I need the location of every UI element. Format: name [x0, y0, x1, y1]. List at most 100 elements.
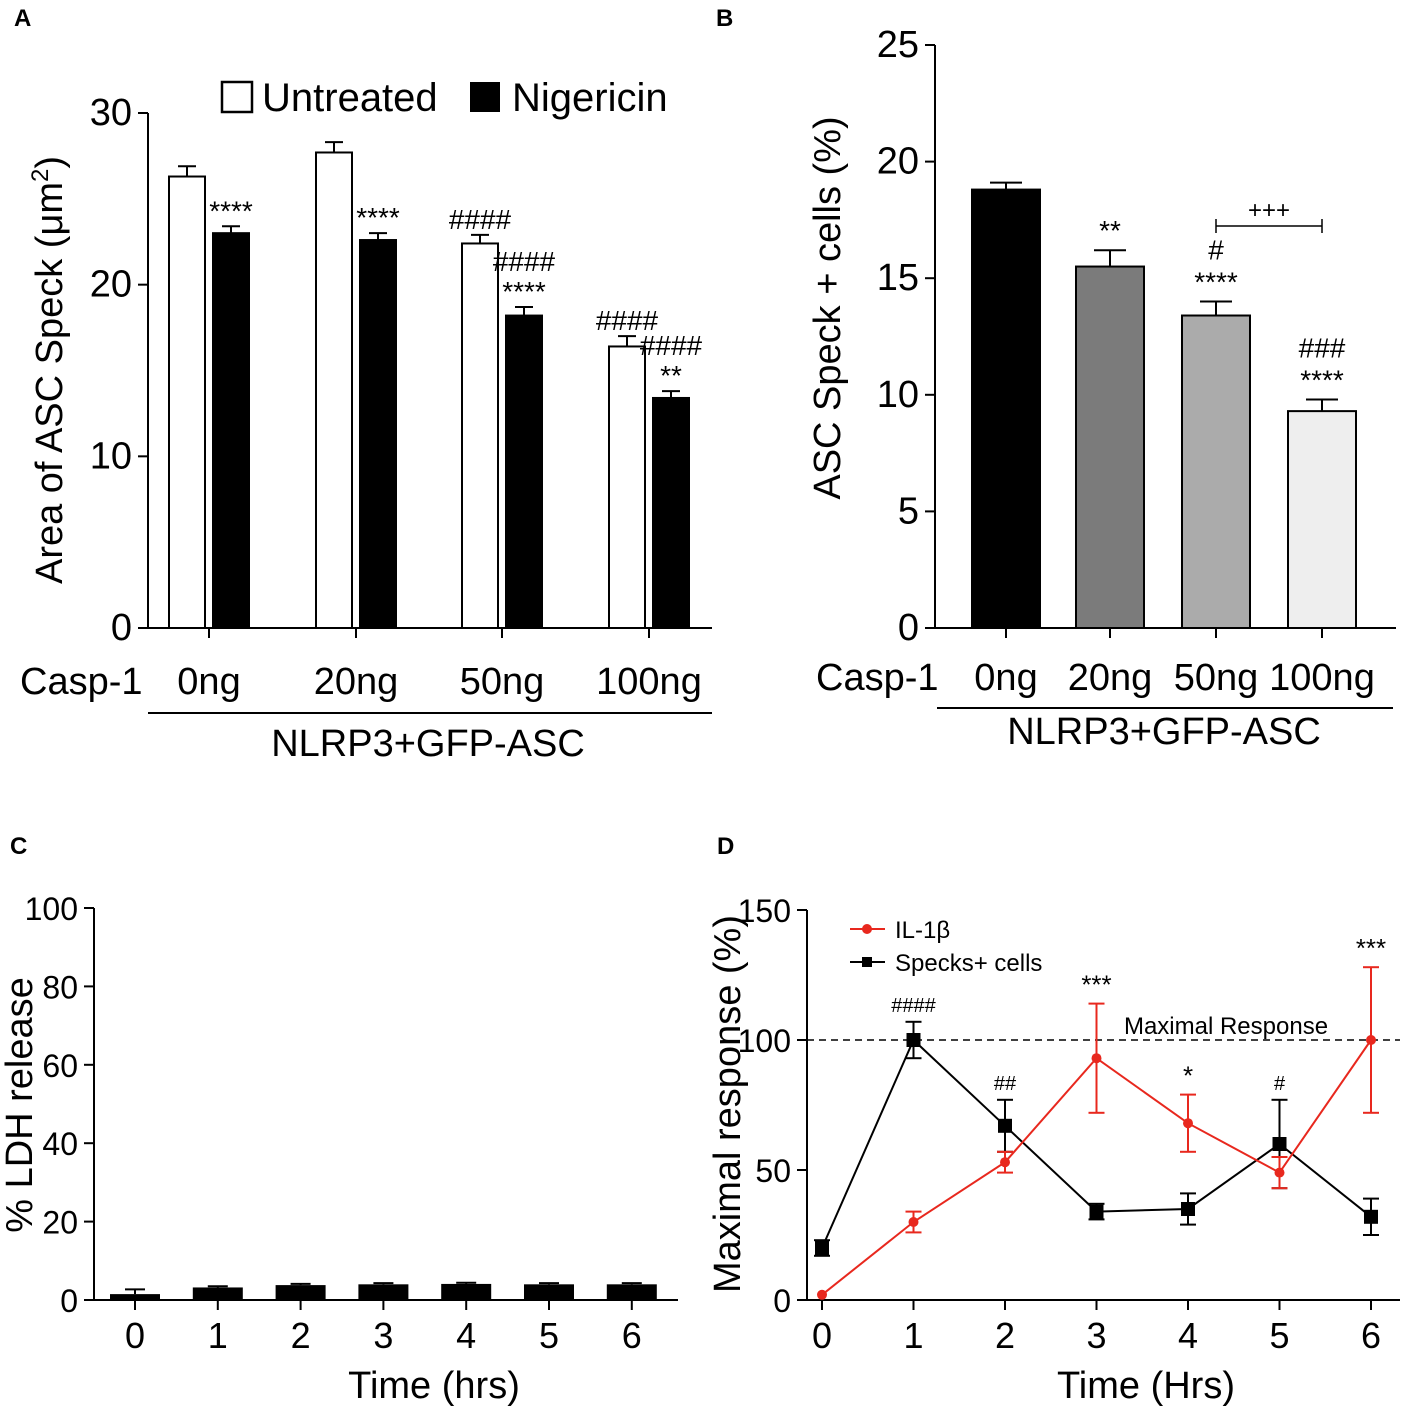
panel-d-point-specks — [906, 1033, 921, 1047]
panel-b-x-tick-label: 20ng — [1068, 657, 1153, 699]
panel-b-y-tick-label: 10 — [877, 374, 919, 416]
panel-a-ylabel-sup: 2 — [27, 169, 54, 182]
legend-marker-il1b — [862, 924, 872, 934]
panel-b-y-tick-label: 0 — [898, 607, 919, 649]
panel-d-point-specks — [1272, 1137, 1287, 1151]
panel-d-y-tick-label: 50 — [755, 1153, 791, 1189]
panel-a-bar-nigericin — [359, 239, 397, 630]
panel-a-significance-label: #### — [596, 305, 659, 336]
panel-a-bar-nigericin — [652, 396, 690, 630]
panel-b-significance-label: **** — [1300, 364, 1344, 395]
panel-a: Area of ASC Speck (μm2) Casp-1 NLRP3+GFP… — [20, 76, 712, 765]
panel-a-bar-nigericin — [212, 232, 250, 630]
panel-a-bar-untreated — [168, 175, 206, 629]
panel-a-x-tick-label: 20ng — [314, 661, 399, 703]
panel-c-bar — [606, 1284, 657, 1300]
panel-b-bar — [1287, 410, 1357, 629]
panel-b-significance-label: ** — [1099, 215, 1121, 246]
panel-b-significance-label: ### — [1299, 332, 1346, 363]
panel-a-bar-nigericin — [505, 314, 543, 629]
panel-a-x-tick-label: 0ng — [177, 661, 240, 703]
panel-c-bar — [110, 1294, 160, 1300]
legend-swatch-nigericin — [470, 82, 500, 112]
panel-c-plot: 0 20 40 60 80 100 0 1 2 3 4 5 6 — [25, 891, 678, 1356]
panel-d-significance-label: #### — [891, 995, 936, 1017]
panel-d-x-tick-label: 5 — [1269, 1315, 1289, 1356]
panel-a-bar-untreated — [315, 151, 353, 629]
panel-d-significance-label: # — [1274, 1073, 1286, 1095]
panel-d-y-tick-label: 0 — [773, 1283, 791, 1319]
panel-d-point-il1b — [1183, 1118, 1193, 1129]
panel-c-y-tick-label: 60 — [42, 1048, 78, 1084]
panel-b-y-tick-label: 15 — [877, 257, 919, 299]
panel-a-significance-label: **** — [502, 276, 546, 307]
panel-c-x-tick-label: 1 — [208, 1315, 228, 1356]
panel-a-x-tick-label: 100ng — [596, 661, 702, 703]
panel-b-ylabel: ASC Speck + cells (%) — [807, 116, 849, 499]
panel-a-significance-label: #### — [449, 204, 512, 235]
panel-c-ylabel: % LDH release — [0, 977, 41, 1233]
panel-c-x-tick-label: 0 — [125, 1315, 145, 1356]
panel-d-significance-label: *** — [1356, 933, 1386, 963]
panel-b-bracket-label: +++ — [1248, 197, 1290, 224]
panel-b: ASC Speck + cells (%) Casp-1 NLRP3+GFP-A… — [807, 116, 1393, 753]
panel-a-significance-label: **** — [356, 202, 400, 233]
panel-b-x-prefix: Casp-1 — [816, 657, 939, 699]
panel-b-bar — [1181, 314, 1251, 629]
panel-c-bar — [441, 1283, 492, 1300]
panel-c: % LDH release Time (hrs) — [0, 977, 520, 1407]
panel-c-y-tick-label: 20 — [42, 1205, 78, 1241]
panel-d-significance-label: *** — [1081, 970, 1111, 1000]
panel-c-y-tick-label: 80 — [42, 969, 78, 1005]
panel-c-x-tick-label: 2 — [291, 1315, 311, 1356]
panel-a-y-tick-label: 0 — [111, 607, 132, 649]
panel-b-significance-label: **** — [1194, 267, 1238, 298]
panel-c-x-tick-label: 3 — [373, 1315, 393, 1356]
legend-swatch-untreated — [220, 80, 254, 114]
panel-a-group-label: NLRP3+GFP-ASC — [271, 723, 585, 765]
panel-a-ylabel: Area of ASC Speck (μm2) — [27, 156, 71, 584]
panel-label-d: D — [717, 833, 734, 860]
panel-d-ylabel: Maximal response (%) — [707, 915, 749, 1293]
panel-c-bar — [192, 1287, 243, 1300]
panel-c-x-tick-label: 4 — [456, 1315, 476, 1356]
panel-c-bar — [524, 1284, 574, 1300]
panel-d-point-il1b — [908, 1217, 919, 1227]
panel-d-point-specks — [1364, 1209, 1378, 1224]
legend-label-nigericin: Nigericin — [512, 76, 668, 120]
panel-label-b: B — [716, 5, 733, 32]
panel-b-bar — [1075, 265, 1145, 629]
panel-d-significance-label: * — [1183, 1061, 1193, 1091]
panel-a-bar-untreated — [461, 242, 499, 629]
panel-b-group-label: NLRP3+GFP-ASC — [1007, 711, 1321, 753]
panel-a-x-prefix: Casp-1 — [20, 661, 143, 703]
legend-label-il1b: IL-1β — [895, 917, 950, 944]
panel-d-point-il1b — [1000, 1157, 1010, 1168]
panel-d-point-specks — [1089, 1204, 1104, 1219]
panel-c-bar — [275, 1285, 326, 1300]
panel-d-point-specks — [998, 1118, 1012, 1133]
panel-b-y-tick-label: 25 — [877, 24, 919, 66]
panel-c-y-tick-label: 40 — [42, 1126, 78, 1162]
legend-marker-specks — [862, 957, 872, 967]
panel-label-c: C — [10, 833, 27, 860]
panel-d-x-tick-label: 3 — [1086, 1315, 1106, 1356]
panel-d-x-tick-label: 2 — [995, 1315, 1015, 1356]
panel-d-x-tick-label: 4 — [1178, 1315, 1198, 1356]
panel-a-y-tick-label: 20 — [90, 264, 132, 306]
panel-a-significance-label: ** — [660, 360, 682, 391]
panel-b-bar — [971, 188, 1041, 629]
panel-d-x-tick-label: 0 — [812, 1315, 832, 1356]
panel-label-a: A — [14, 5, 31, 32]
panel-d-point-il1b — [1366, 1035, 1376, 1045]
panel-d-point-il1b — [817, 1289, 827, 1300]
panel-d-point-specks — [815, 1241, 829, 1255]
panel-c-y-tick-label: 0 — [60, 1283, 78, 1319]
panel-c-bar — [358, 1284, 409, 1300]
panel-b-x-tick-label: 0ng — [974, 657, 1037, 699]
panel-a-bar-untreated — [608, 345, 646, 629]
panel-c-x-tick-label: 6 — [622, 1315, 642, 1356]
panel-d-y-tick-label: 100 — [738, 1023, 791, 1059]
